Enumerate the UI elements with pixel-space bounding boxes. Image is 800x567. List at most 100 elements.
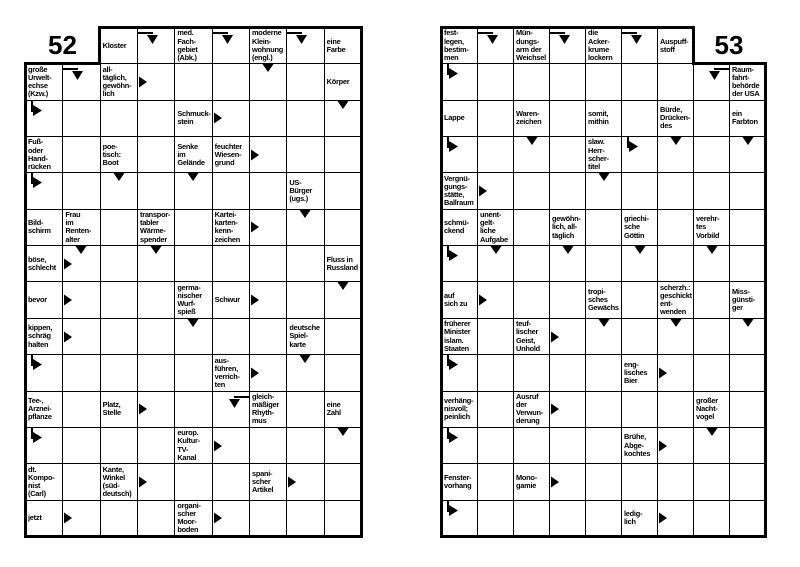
answer-cell-53-r3c4[interactable] bbox=[549, 99, 586, 138]
answer-cell-52-r8c3[interactable] bbox=[99, 281, 138, 319]
answer-cell-52-r2c4[interactable] bbox=[136, 63, 176, 101]
answer-cell-52-r4c8[interactable] bbox=[286, 136, 325, 174]
answer-cell-52-r8c9[interactable] bbox=[323, 281, 362, 319]
answer-cell-52-r12c4[interactable] bbox=[136, 426, 176, 465]
answer-cell-53-r9c5[interactable] bbox=[585, 317, 622, 356]
answer-cell-52-r7c7[interactable] bbox=[248, 245, 288, 283]
answer-cell-52-r2c5[interactable] bbox=[174, 63, 213, 101]
answer-cell-52-r10c9[interactable] bbox=[323, 354, 362, 392]
answer-cell-52-r3c7[interactable] bbox=[248, 99, 288, 138]
answer-cell-52-r10c4[interactable] bbox=[136, 354, 176, 392]
answer-cell-53-r5c8[interactable] bbox=[693, 172, 730, 210]
answer-cell-52-r14c4[interactable] bbox=[136, 499, 176, 537]
answer-cell-53-r5c3[interactable] bbox=[513, 172, 550, 210]
answer-cell-53-r12c2[interactable] bbox=[477, 426, 514, 465]
answer-cell-52-r12c3[interactable] bbox=[99, 426, 138, 465]
answer-cell-53-r11c7[interactable] bbox=[657, 390, 694, 428]
answer-cell-52-r5c4[interactable] bbox=[136, 172, 176, 210]
answer-cell-53-r10c1[interactable] bbox=[441, 354, 478, 392]
answer-cell-53-r8c2[interactable] bbox=[477, 281, 514, 319]
answer-cell-52-r7c5[interactable] bbox=[174, 245, 213, 283]
answer-cell-52-r10c5[interactable] bbox=[174, 354, 213, 392]
answer-cell-53-r2c2[interactable] bbox=[477, 63, 514, 101]
answer-cell-52-r5c2[interactable] bbox=[62, 172, 101, 210]
answer-cell-53-r14c8[interactable] bbox=[693, 499, 730, 537]
answer-cell-53-r8c4[interactable] bbox=[549, 281, 586, 319]
answer-cell-53-r7c4[interactable] bbox=[549, 245, 586, 283]
answer-cell-52-r4c2[interactable] bbox=[62, 136, 101, 174]
answer-cell-53-r10c5[interactable] bbox=[585, 354, 622, 392]
answer-cell-53-r13c2[interactable] bbox=[477, 463, 514, 501]
answer-cell-52-r4c4[interactable] bbox=[136, 136, 176, 174]
answer-cell-53-r2c4[interactable] bbox=[549, 63, 586, 101]
answer-cell-52-r10c3[interactable] bbox=[99, 354, 138, 392]
answer-cell-53-r14c9[interactable] bbox=[729, 499, 766, 537]
answer-cell-53-r13c5[interactable] bbox=[585, 463, 622, 501]
answer-cell-52-r3c2[interactable] bbox=[62, 99, 101, 138]
answer-cell-52-r9c6[interactable] bbox=[211, 317, 250, 356]
answer-cell-52-r2c7[interactable] bbox=[248, 63, 288, 101]
answer-cell-53-r1c6[interactable] bbox=[621, 27, 658, 65]
answer-cell-53-r2c8[interactable] bbox=[693, 63, 730, 101]
answer-cell-53-r7c1[interactable] bbox=[441, 245, 478, 283]
answer-cell-52-r1c8[interactable] bbox=[286, 27, 325, 65]
answer-cell-53-r12c3[interactable] bbox=[513, 426, 550, 465]
answer-cell-52-r5c6[interactable] bbox=[211, 172, 250, 210]
answer-cell-53-r2c6[interactable] bbox=[621, 63, 658, 101]
answer-cell-53-r5c4[interactable] bbox=[549, 172, 586, 210]
answer-cell-52-r9c2[interactable] bbox=[62, 317, 101, 356]
answer-cell-52-r14c3[interactable] bbox=[99, 499, 138, 537]
answer-cell-53-r12c8[interactable] bbox=[693, 426, 730, 465]
answer-cell-52-r13c6[interactable] bbox=[211, 463, 250, 501]
answer-cell-52-r6c7[interactable] bbox=[248, 208, 288, 247]
answer-cell-52-r6c9[interactable] bbox=[323, 208, 362, 247]
answer-cell-52-r8c4[interactable] bbox=[136, 281, 176, 319]
answer-cell-52-r3c4[interactable] bbox=[136, 99, 176, 138]
answer-cell-52-r8c7[interactable] bbox=[248, 281, 288, 319]
answer-cell-52-r5c1[interactable] bbox=[25, 172, 64, 210]
answer-cell-53-r2c1[interactable] bbox=[441, 63, 478, 101]
answer-cell-52-r14c6[interactable] bbox=[211, 499, 250, 537]
answer-cell-53-r11c6[interactable] bbox=[621, 390, 658, 428]
answer-cell-53-r3c8[interactable] bbox=[693, 99, 730, 138]
answer-cell-52-r14c2[interactable] bbox=[62, 499, 101, 537]
answer-cell-52-r3c8[interactable] bbox=[286, 99, 325, 138]
answer-cell-53-r6c7[interactable] bbox=[657, 208, 694, 247]
answer-cell-53-r12c5[interactable] bbox=[585, 426, 622, 465]
answer-cell-52-r11c8[interactable] bbox=[286, 390, 325, 428]
answer-cell-52-r9c4[interactable] bbox=[136, 317, 176, 356]
answer-cell-52-r7c6[interactable] bbox=[211, 245, 250, 283]
answer-cell-53-r8c6[interactable] bbox=[621, 281, 658, 319]
answer-cell-53-r9c4[interactable] bbox=[549, 317, 586, 356]
answer-cell-52-r5c7[interactable] bbox=[248, 172, 288, 210]
answer-cell-53-r2c5[interactable] bbox=[585, 63, 622, 101]
answer-cell-52-r10c8[interactable] bbox=[286, 354, 325, 392]
answer-cell-53-r11c4[interactable] bbox=[549, 390, 586, 428]
answer-cell-53-r5c2[interactable] bbox=[477, 172, 514, 210]
answer-cell-53-r14c5[interactable] bbox=[585, 499, 622, 537]
answer-cell-53-r12c7[interactable] bbox=[657, 426, 694, 465]
answer-cell-53-r11c9[interactable] bbox=[729, 390, 766, 428]
answer-cell-52-r12c2[interactable] bbox=[62, 426, 101, 465]
answer-cell-53-r1c4[interactable] bbox=[549, 27, 586, 65]
answer-cell-53-r11c5[interactable] bbox=[585, 390, 622, 428]
answer-cell-53-r9c8[interactable] bbox=[693, 317, 730, 356]
answer-cell-53-r8c8[interactable] bbox=[693, 281, 730, 319]
answer-cell-53-r6c9[interactable] bbox=[729, 208, 766, 247]
answer-cell-52-r12c1[interactable] bbox=[25, 426, 64, 465]
answer-cell-53-r9c7[interactable] bbox=[657, 317, 694, 356]
answer-cell-53-r13c9[interactable] bbox=[729, 463, 766, 501]
answer-cell-52-r10c1[interactable] bbox=[25, 354, 64, 392]
answer-cell-53-r12c1[interactable] bbox=[441, 426, 478, 465]
answer-cell-52-r11c6[interactable] bbox=[211, 390, 250, 428]
answer-cell-52-r6c5[interactable] bbox=[174, 208, 213, 247]
answer-cell-53-r2c7[interactable] bbox=[657, 63, 694, 101]
answer-cell-52-r6c3[interactable] bbox=[99, 208, 138, 247]
answer-cell-52-r14c7[interactable] bbox=[248, 499, 288, 537]
answer-cell-52-r4c7[interactable] bbox=[248, 136, 288, 174]
answer-cell-52-r13c8[interactable] bbox=[286, 463, 325, 501]
answer-cell-53-r4c2[interactable] bbox=[477, 136, 514, 174]
answer-cell-52-r2c2[interactable] bbox=[62, 63, 101, 101]
answer-cell-53-r9c9[interactable] bbox=[729, 317, 766, 356]
answer-cell-53-r14c3[interactable] bbox=[513, 499, 550, 537]
